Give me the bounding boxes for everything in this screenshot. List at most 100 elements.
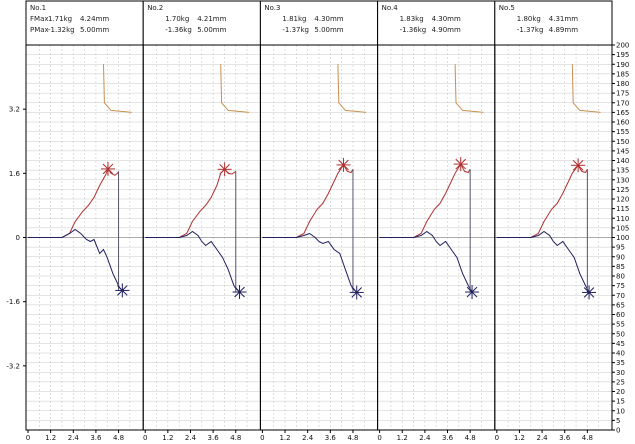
right-tick-label: 70 bbox=[616, 292, 625, 300]
right-tick-label: 50 bbox=[616, 330, 625, 338]
x-tick-label: 2.4 bbox=[302, 434, 314, 442]
x-tick-label: 3.6 bbox=[442, 434, 454, 442]
left-tick-label: -1.6 bbox=[6, 298, 20, 306]
x-tick-label: 3.6 bbox=[325, 434, 337, 442]
right-tick-label: 160 bbox=[616, 119, 629, 127]
right-tick-label: 75 bbox=[616, 282, 625, 290]
right-tick-label: 170 bbox=[616, 99, 629, 107]
pmax-force: -1.36kg bbox=[165, 26, 192, 34]
fmax-distance: 4.24mm bbox=[80, 15, 109, 23]
x-tick-label: 1.2 bbox=[279, 434, 290, 442]
pressure-line bbox=[262, 232, 358, 293]
left-tick-label: 0 bbox=[16, 234, 20, 242]
x-tick-label: 2.4 bbox=[185, 434, 197, 442]
panel-title: No.3 bbox=[264, 4, 280, 12]
right-tick-label: 15 bbox=[616, 398, 625, 406]
pmax-distance: 5.00mm bbox=[314, 26, 343, 34]
x-tick-label: 3.6 bbox=[90, 434, 102, 442]
fmax-force: 1.83kg bbox=[400, 15, 424, 23]
temperature-line bbox=[103, 64, 132, 113]
pmax-marker bbox=[582, 285, 597, 300]
fmax-distance: 4.21mm bbox=[197, 15, 226, 23]
temperature-line bbox=[337, 64, 367, 113]
x-tick-label: 4.8 bbox=[230, 434, 241, 442]
force-line bbox=[379, 163, 471, 238]
panel-header-box bbox=[25, 0, 144, 46]
fmax-marker bbox=[100, 161, 115, 176]
right-tick-label: 105 bbox=[616, 224, 629, 232]
temperature-line bbox=[220, 64, 250, 113]
temperature-line bbox=[571, 64, 601, 113]
right-tick-label: 40 bbox=[616, 350, 625, 358]
right-tick-label: 60 bbox=[616, 311, 625, 319]
pmax-distance: 5.00mm bbox=[197, 26, 226, 34]
temperature-line bbox=[454, 64, 484, 113]
right-tick-label: 65 bbox=[616, 301, 625, 309]
pmax-force: -1.32kg bbox=[48, 26, 75, 34]
right-tick-label: 25 bbox=[616, 378, 625, 386]
x-tick-label: 0 bbox=[260, 434, 264, 442]
left-tick-label: 1.6 bbox=[9, 170, 21, 178]
right-tick-label: 185 bbox=[616, 70, 629, 78]
right-tick-label: 85 bbox=[616, 263, 625, 271]
right-tick-label: 125 bbox=[616, 186, 629, 194]
grid-lines bbox=[26, 44, 612, 431]
x-tick-label: 1.2 bbox=[397, 434, 408, 442]
fmax-force: 1.71kg bbox=[48, 15, 72, 23]
right-tick-label: 95 bbox=[616, 244, 625, 252]
pressure-line bbox=[145, 230, 240, 293]
right-tick-label: 20 bbox=[616, 388, 625, 396]
panel-headers: No.1 FMax 1.71kg 4.24mm PMax -1.32kg 5.00mm No.… bbox=[25, 0, 613, 46]
fmax-force: 1.70kg bbox=[165, 15, 189, 23]
x-tick-label: 2.4 bbox=[419, 434, 431, 442]
right-tick-label: 110 bbox=[616, 215, 629, 223]
panel-header-box bbox=[259, 0, 379, 46]
right-tick-label: 140 bbox=[616, 157, 629, 165]
pmax-marker bbox=[232, 285, 247, 300]
fmax-force: 1.80kg bbox=[517, 15, 541, 23]
x-tick-label: 1.2 bbox=[514, 434, 525, 442]
panel-title: No.5 bbox=[499, 4, 515, 12]
right-tick-label: 180 bbox=[616, 80, 629, 88]
x-tick-label: 0 bbox=[377, 434, 381, 442]
x-tick-label: 0 bbox=[26, 434, 30, 442]
x-tick-label: 4.8 bbox=[347, 434, 358, 442]
x-tick-label: 3.6 bbox=[208, 434, 220, 442]
panel-title: No.4 bbox=[382, 4, 399, 12]
right-tick-label: 35 bbox=[616, 359, 625, 367]
pmax-force: -1.37kg bbox=[517, 26, 544, 34]
x-tick-label: 1.2 bbox=[162, 434, 173, 442]
pressure-line bbox=[28, 228, 123, 291]
pmax-marker bbox=[115, 283, 130, 298]
right-tick-label: 0 bbox=[616, 427, 620, 435]
x-tick-label: 4.8 bbox=[113, 434, 124, 442]
right-tick-label: 45 bbox=[616, 340, 625, 348]
pmax-label: PMax bbox=[30, 26, 49, 34]
right-tick-label: 80 bbox=[616, 273, 625, 281]
fmax-distance: 4.30mm bbox=[432, 15, 461, 23]
fmax-distance: 4.30mm bbox=[314, 15, 343, 23]
pmax-distance: 4.90mm bbox=[432, 26, 461, 34]
right-tick-label: 100 bbox=[616, 234, 629, 242]
right-tick-label: 145 bbox=[616, 147, 629, 155]
right-tick-label: 155 bbox=[616, 128, 629, 136]
panel-title: No.2 bbox=[147, 4, 163, 12]
right-tick-label: 195 bbox=[616, 51, 629, 59]
pmax-force: -1.36kg bbox=[400, 26, 427, 34]
right-tick-label: 10 bbox=[616, 407, 625, 415]
right-tick-label: 120 bbox=[616, 196, 629, 204]
right-tick-label: 30 bbox=[616, 369, 625, 377]
pmax-marker bbox=[349, 285, 364, 300]
force-line bbox=[28, 167, 120, 238]
x-tick-label: 1.2 bbox=[45, 434, 56, 442]
fmax-label: FMax bbox=[30, 15, 49, 23]
fmax-marker bbox=[336, 157, 351, 172]
panel-title: No.1 bbox=[30, 4, 46, 12]
x-tick-label: 2.4 bbox=[68, 434, 80, 442]
right-tick-label: 200 bbox=[616, 42, 629, 50]
x-tick-label: 0 bbox=[143, 434, 147, 442]
right-tick-label: 55 bbox=[616, 321, 625, 329]
pmax-force: -1.37kg bbox=[282, 26, 309, 34]
